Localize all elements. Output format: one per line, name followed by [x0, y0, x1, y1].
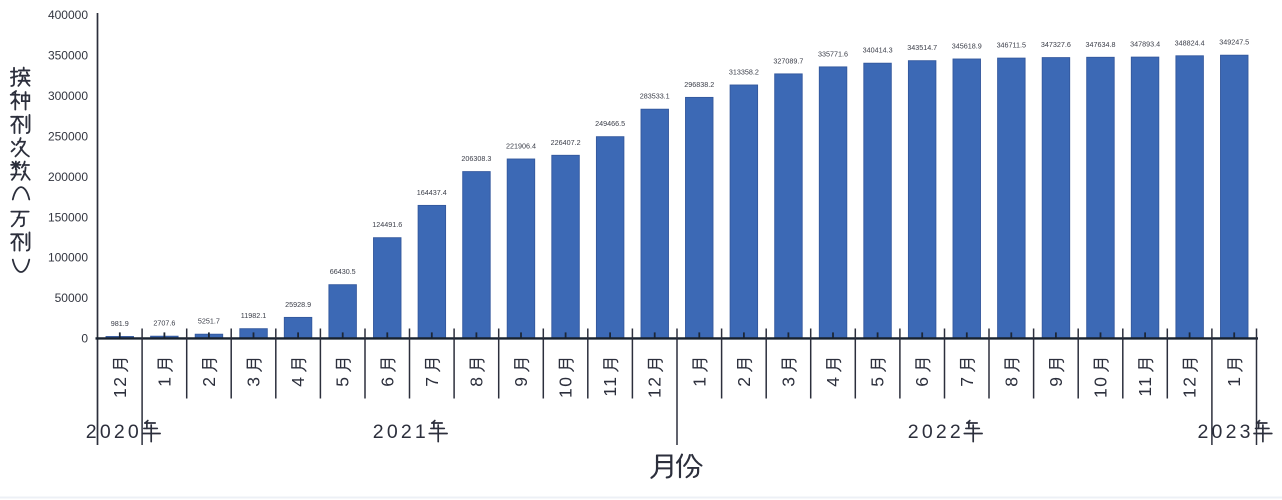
- svg-text:349247.5: 349247.5: [1219, 38, 1249, 47]
- svg-text:1: 1: [689, 376, 709, 387]
- svg-text:2022: 2022: [908, 421, 964, 443]
- svg-text:6: 6: [377, 376, 397, 387]
- svg-text:400000: 400000: [48, 8, 88, 22]
- svg-text:4: 4: [823, 376, 843, 387]
- svg-text:348824.4: 348824.4: [1175, 38, 1205, 47]
- svg-text:5251.7: 5251.7: [198, 317, 220, 326]
- svg-text:7: 7: [422, 376, 442, 387]
- svg-text:66430.5: 66430.5: [330, 267, 356, 276]
- svg-text:2: 2: [734, 376, 754, 387]
- svg-text:2023: 2023: [1198, 421, 1254, 443]
- svg-text:2021: 2021: [373, 421, 429, 443]
- svg-text:8: 8: [466, 376, 486, 387]
- svg-text:10: 10: [1091, 376, 1111, 398]
- svg-text:1: 1: [154, 376, 174, 387]
- svg-text:11: 11: [1135, 376, 1155, 397]
- svg-text:164437.4: 164437.4: [417, 188, 447, 197]
- svg-text:2: 2: [199, 376, 219, 387]
- svg-text:226407.2: 226407.2: [551, 138, 581, 147]
- svg-text:346711.5: 346711.5: [997, 41, 1026, 50]
- svg-text:2020: 2020: [86, 421, 142, 443]
- svg-text:8: 8: [1001, 376, 1021, 387]
- svg-text:343514.7: 343514.7: [907, 43, 937, 52]
- svg-text:347893.4: 347893.4: [1130, 40, 1160, 49]
- svg-text:347327.6: 347327.6: [1041, 40, 1071, 49]
- svg-text:313358.2: 313358.2: [729, 68, 759, 77]
- svg-text:206308.3: 206308.3: [461, 154, 491, 163]
- svg-text:11982.1: 11982.1: [241, 311, 266, 320]
- svg-text:124491.6: 124491.6: [372, 220, 402, 229]
- svg-text:12: 12: [1180, 376, 1200, 398]
- svg-text:9: 9: [1046, 376, 1066, 387]
- svg-text:12: 12: [110, 376, 130, 398]
- svg-text:2707.6: 2707.6: [153, 319, 175, 328]
- svg-text:200000: 200000: [48, 170, 88, 184]
- svg-text:0: 0: [81, 332, 88, 346]
- svg-text:340414.3: 340414.3: [863, 46, 893, 55]
- svg-text:3: 3: [778, 376, 798, 387]
- svg-text:296838.2: 296838.2: [684, 80, 714, 89]
- svg-text:3: 3: [244, 376, 264, 387]
- svg-text:100000: 100000: [48, 251, 88, 265]
- svg-text:7: 7: [957, 376, 977, 387]
- svg-text:150000: 150000: [48, 210, 88, 224]
- svg-text:9: 9: [511, 376, 531, 387]
- svg-text:12: 12: [645, 376, 665, 398]
- svg-text:221906.4: 221906.4: [506, 142, 536, 151]
- svg-text:347634.8: 347634.8: [1086, 40, 1116, 49]
- svg-text:300000: 300000: [48, 89, 88, 103]
- svg-text:50000: 50000: [55, 291, 89, 305]
- svg-text:6: 6: [912, 376, 932, 387]
- svg-text:10: 10: [556, 376, 576, 398]
- svg-text:335771.6: 335771.6: [818, 49, 848, 58]
- svg-text:5: 5: [333, 376, 353, 387]
- svg-text:283533.1: 283533.1: [640, 92, 670, 101]
- svg-text:25928.9: 25928.9: [285, 300, 311, 309]
- svg-text:1: 1: [1224, 376, 1244, 387]
- svg-text:250000: 250000: [48, 130, 88, 144]
- svg-text:345618.9: 345618.9: [952, 42, 982, 51]
- svg-text:11: 11: [600, 376, 620, 397]
- svg-text:5: 5: [868, 376, 888, 387]
- svg-text:350000: 350000: [48, 49, 88, 63]
- svg-text:249466.5: 249466.5: [595, 119, 625, 128]
- svg-text:327089.7: 327089.7: [773, 56, 803, 65]
- svg-text:4: 4: [288, 376, 308, 387]
- svg-text:981.9: 981.9: [111, 319, 129, 328]
